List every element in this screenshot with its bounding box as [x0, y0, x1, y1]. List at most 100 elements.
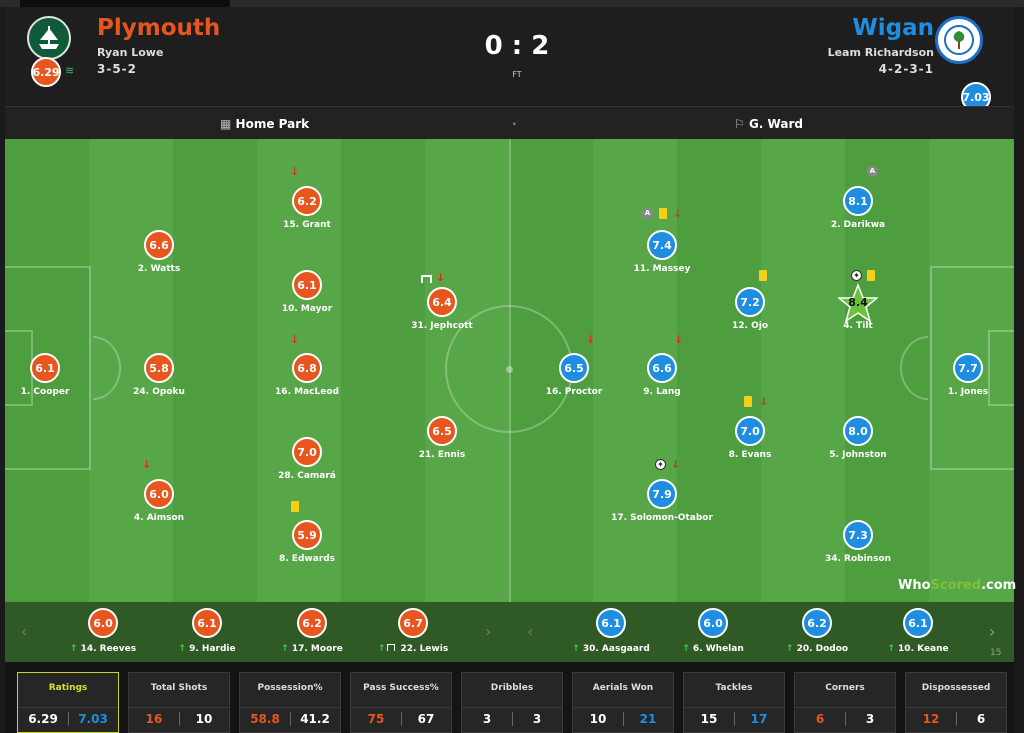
stat-away-value: 21	[639, 712, 657, 726]
player-away-evans[interactable]: 7.0 8. Evans	[695, 416, 805, 460]
arrow-down-icon: ↓	[673, 207, 683, 220]
player-home-cooper[interactable]: 6.1 1. Cooper	[5, 353, 100, 397]
player-away-darikwa[interactable]: 8.1 2. Darikwa	[803, 186, 913, 230]
player-label: 30. Aasgaard	[582, 644, 650, 654]
player-away-jones[interactable]: 7.7 1. Jones	[913, 353, 1014, 397]
stat-tab-pass-success[interactable]: Pass Success% 75 67	[350, 672, 452, 733]
player-rating: 6.4	[427, 287, 457, 317]
player-name: 1. Jones	[947, 387, 989, 397]
stat-label: Pass Success%	[363, 683, 439, 693]
sub-home-lewis[interactable]: 6.7 ↑ 22. Lewis	[373, 608, 453, 654]
player-name: 11. Massey	[633, 264, 691, 274]
brand-scored: Scored	[930, 578, 982, 593]
stat-tab-tackles[interactable]: Tackles 15 17	[683, 672, 785, 733]
player-home-grant[interactable]: 6.2 15. Grant	[252, 186, 362, 230]
sub-home-reeves[interactable]: 6.0 ↑ 14. Reeves	[63, 608, 143, 654]
top-tab-strip	[0, 0, 1024, 7]
player-home-opoku[interactable]: 5.8 24. Opoku	[104, 353, 214, 397]
player-name: 31. Jephcott	[411, 321, 473, 331]
sub-away-whelan[interactable]: 6.0 ↑ 6. Whelan	[673, 608, 753, 654]
player-away-proctor[interactable]: 6.5 16. Proctor	[519, 353, 629, 397]
sub-home-hardie[interactable]: 6.1 ↑ 9. Hardie	[167, 608, 247, 654]
player-rating: 6.2	[802, 608, 832, 638]
player-name: 1. Cooper	[20, 387, 70, 397]
chevron-right-icon[interactable]: ›	[989, 622, 996, 641]
arrow-down-icon: ↓	[586, 333, 596, 346]
player-label: 6. Whelan	[692, 644, 744, 654]
stat-tab-corners[interactable]: Corners 6 3	[794, 672, 896, 733]
home-club-logo[interactable]	[27, 16, 71, 60]
player-away-lang[interactable]: 6.6 9. Lang	[607, 353, 717, 397]
ball-icon: ✦	[851, 270, 862, 281]
player-away-solomon-otabor[interactable]: 7.9 17. Solomon-Otabor	[607, 479, 717, 523]
stat-tab-aerials-won[interactable]: Aerials Won 10 21	[572, 672, 674, 733]
arrow-up-icon: ↑	[572, 644, 580, 654]
arrow-down-icon: ↓	[290, 165, 300, 178]
stat-home-value: 6.29	[28, 712, 58, 726]
player-away-massey[interactable]: 7.4 11. Massey	[607, 230, 717, 274]
sub-away-aasgaard[interactable]: 6.1 ↑ 30. Aasgaard	[571, 608, 651, 654]
chevron-left-icon[interactable]: ‹	[527, 622, 534, 641]
team-stats-bar: Ratings 6.29 7.03 Total Shots 16 10 Possessi…	[5, 662, 1014, 733]
stat-tab-possession[interactable]: Possession% 58.8 41.2	[239, 672, 341, 733]
stat-label: Corners	[825, 683, 865, 693]
player-name: 8. Edwards	[278, 554, 336, 564]
stat-label: Aerials Won	[592, 683, 654, 693]
player-rating: 6.8	[292, 353, 322, 383]
player-rating: 6.1	[903, 608, 933, 638]
sub-home-moore[interactable]: 6.2 ↑ 17. Moore	[272, 608, 352, 654]
player-name: 5. Johnston	[829, 450, 887, 460]
stat-tab-ratings[interactable]: Ratings 6.29 7.03	[17, 672, 119, 733]
substitutes-bar: ‹ 6.0 ↑ 14. Reeves 6.1 ↑ 9. Hardie 6.2 ↑ 17…	[5, 602, 1014, 662]
stat-away-value: 6	[976, 712, 986, 726]
chevron-left-icon[interactable]: ‹	[21, 622, 28, 641]
player-rating: 6.1	[192, 608, 222, 638]
stat-home-value: 15	[700, 712, 718, 726]
player-rating: 6.5	[559, 353, 589, 383]
stat-home-value: 12	[922, 712, 940, 726]
yellow-card-icon	[867, 270, 875, 281]
player-away-ojo[interactable]: 7.2 12. Ojo	[695, 287, 805, 331]
away-penalty-area	[930, 266, 1014, 470]
stat-tab-dribbles[interactable]: Dribbles 3 3	[461, 672, 563, 733]
player-label: 14. Reeves	[80, 644, 137, 654]
star-icon	[838, 283, 878, 323]
player-rating: 8.4	[848, 296, 868, 309]
player-home-mayor[interactable]: 6.1 10. Mayor	[252, 270, 362, 314]
player-name: ↑ 17. Moore	[272, 644, 352, 654]
home-team-name[interactable]: Plymouth	[97, 15, 221, 41]
away-team-name[interactable]: Wigan	[852, 15, 934, 41]
yellow-card-icon	[759, 270, 767, 281]
stat-tab-dispossessed[interactable]: Dispossessed 12 6	[905, 672, 1007, 733]
player-label: 10. Keane	[898, 644, 949, 654]
home-penalty-area	[5, 266, 91, 470]
chevron-right-icon[interactable]: ›	[485, 622, 492, 641]
arrow-down-icon: ↓	[674, 333, 684, 346]
player-home-macleod[interactable]: 6.8 16. MacLeod	[252, 353, 362, 397]
match-info-bar: ▦ Home Park · ⚐ G. Ward	[5, 106, 1014, 139]
player-home-camara[interactable]: 7.0 28. Camará	[252, 437, 362, 481]
whoscored-logo[interactable]: WhoScored.com	[898, 578, 1016, 593]
sub-away-keane[interactable]: 6.1 ↑ 10. Keane	[878, 608, 958, 654]
home-formation: 3-5-2	[97, 62, 138, 76]
player-name: ↑ 30. Aasgaard	[571, 644, 651, 654]
player-home-jephcott[interactable]: 6.4 31. Jephcott	[387, 287, 497, 331]
player-home-aimson[interactable]: 6.0 4. Aimson	[104, 479, 214, 523]
match-status: FT	[512, 70, 522, 79]
active-tab[interactable]	[20, 0, 230, 7]
player-home-edwards[interactable]: 5.9 8. Edwards	[252, 520, 362, 564]
sub-away-dodoo[interactable]: 6.2 ↑ 20. Dodoo	[777, 608, 857, 654]
away-club-logo[interactable]	[935, 16, 983, 64]
player-away-johnston[interactable]: 8.0 5. Johnston	[803, 416, 913, 460]
player-home-ennis[interactable]: 6.5 21. Ennis	[387, 416, 497, 460]
player-away-robinson[interactable]: 7.3 34. Robinson	[803, 520, 913, 564]
stat-tab-total-shots[interactable]: Total Shots 16 10	[128, 672, 230, 733]
player-name: 34. Robinson	[824, 554, 892, 564]
player-away-tilt[interactable]: 8.4 4. Tilt	[803, 283, 913, 331]
player-rating: 5.8	[144, 353, 174, 383]
player-rating: 5.9	[292, 520, 322, 550]
home-team-rating: 6.29	[31, 57, 61, 87]
yellow-card-icon	[659, 208, 667, 219]
player-home-watts[interactable]: 6.6 2. Watts	[104, 230, 214, 274]
brand-dotcom: .com	[981, 578, 1017, 593]
